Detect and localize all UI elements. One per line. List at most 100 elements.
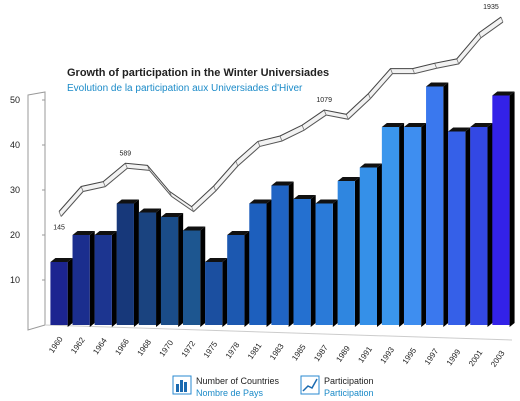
bar <box>160 217 179 325</box>
bar-side <box>244 231 250 327</box>
legend-icon-part <box>176 384 179 392</box>
x-tick-label: 1985 <box>290 342 308 362</box>
ribbon-fold <box>456 58 460 65</box>
bar <box>271 185 289 325</box>
bar-top <box>359 163 382 168</box>
legend-icon-part <box>184 382 187 392</box>
ribbon-fold <box>213 185 217 192</box>
ribbon-fold <box>124 163 128 169</box>
ribbon-fold <box>191 206 194 212</box>
bar <box>359 167 377 325</box>
y-tick-label: 40 <box>10 140 20 150</box>
x-tick-label: 1960 <box>47 335 65 355</box>
bar-top <box>337 177 360 181</box>
y-tick-label: 20 <box>10 230 20 240</box>
x-tick-label: 1975 <box>202 339 220 359</box>
bar-top <box>72 231 95 235</box>
ribbon-fold <box>345 114 349 120</box>
x-tick-label: 1978 <box>224 340 242 360</box>
bar-side <box>399 123 405 327</box>
bar <box>337 181 355 325</box>
legend-icon-part <box>180 380 183 392</box>
bar-side <box>465 127 471 327</box>
legend: Number of Countries Nombre de Pays Parti… <box>172 375 374 398</box>
bar-side <box>67 258 73 327</box>
data-label: 1079 <box>316 97 332 104</box>
bar-top <box>403 123 427 127</box>
ribbon-fold <box>257 141 261 147</box>
bar <box>381 127 400 325</box>
legend-label: Participation <box>324 376 374 386</box>
x-tick-label: 1991 <box>356 344 374 364</box>
bar-top <box>470 123 493 127</box>
x-tick-label: 1972 <box>180 339 198 359</box>
legend-label-fr: Participation <box>324 388 374 398</box>
bar-top <box>293 195 316 199</box>
chart-subtitle: Evolution de la participation aux Univer… <box>67 83 303 94</box>
x-tick-label: 1983 <box>268 342 286 362</box>
ribbon-fold <box>301 124 305 131</box>
bar-side <box>332 199 338 327</box>
chart-title: Growth of participation in the Winter Un… <box>67 67 329 79</box>
bar <box>50 262 68 325</box>
bar <box>205 262 223 325</box>
bar <box>426 86 444 325</box>
ribbon-fold <box>500 16 504 23</box>
x-tick-label: 1995 <box>401 346 419 366</box>
bar-side <box>222 258 228 327</box>
ribbon-fold <box>412 68 415 74</box>
bar-side <box>200 226 206 327</box>
bar-side <box>487 123 493 327</box>
bar <box>138 212 157 325</box>
bar-side <box>111 231 117 327</box>
bar-side <box>376 163 382 327</box>
ribbon-fold <box>102 181 106 187</box>
bar-top <box>492 91 515 96</box>
ribbon-fold <box>368 93 371 99</box>
x-tick-label: 1987 <box>312 343 330 363</box>
bar-top <box>94 231 117 235</box>
bar-top <box>381 123 405 127</box>
x-tick-label: 2001 <box>467 348 485 368</box>
y-tick-label: 10 <box>10 275 20 285</box>
x-axis <box>44 324 513 341</box>
bar-side <box>354 177 360 327</box>
x-tick-label: 1970 <box>158 338 176 358</box>
data-label: 145 <box>53 224 65 231</box>
y-tick-label: 50 <box>10 95 20 105</box>
bar-top <box>116 199 139 204</box>
ribbon-fold <box>390 68 393 74</box>
bar <box>116 203 134 325</box>
bar <box>249 203 267 325</box>
bar <box>293 199 311 325</box>
bar <box>72 235 90 325</box>
bar-side <box>266 199 272 327</box>
bar-top <box>183 226 206 231</box>
bar <box>448 131 466 325</box>
ribbon-fold <box>323 109 327 116</box>
bar <box>183 230 201 325</box>
bar <box>94 235 112 325</box>
bar-side <box>509 91 515 327</box>
x-tick-label: 1981 <box>246 341 264 361</box>
ribbon-fold <box>58 211 62 217</box>
x-tick-label: 2003 <box>489 349 507 369</box>
x-tick-label: 1966 <box>113 337 131 357</box>
line <box>58 16 502 212</box>
data-label: 589 <box>119 150 131 157</box>
legend-icon-part <box>302 378 318 392</box>
bar-top <box>160 213 184 217</box>
bar-side <box>133 199 139 327</box>
bar-side <box>443 82 449 327</box>
legend-label: Number of Countries <box>196 376 280 386</box>
x-tick-label: 1968 <box>135 337 153 357</box>
bar-top <box>50 258 73 262</box>
data-label: 1935 <box>483 4 499 11</box>
bar-side <box>178 213 184 327</box>
ribbon-fold <box>80 186 84 192</box>
bar-top <box>227 231 250 235</box>
bar-top <box>315 199 338 204</box>
bar <box>470 127 488 325</box>
bar <box>315 203 333 325</box>
